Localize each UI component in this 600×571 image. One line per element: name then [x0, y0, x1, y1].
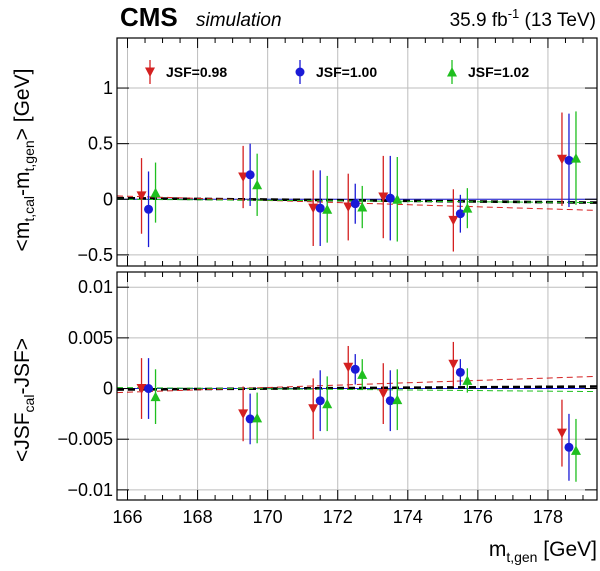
data-point	[252, 412, 263, 423]
y-tick-label: −0.5	[77, 245, 113, 265]
data-point	[385, 193, 395, 203]
luminosity-label: 35.9 fb-1 (13 TeV)	[450, 6, 596, 31]
legend-marker	[447, 67, 457, 77]
data-point	[238, 409, 249, 419]
y-tick-label: 0	[103, 379, 113, 399]
x-tick-label: 166	[112, 507, 142, 527]
legend-label: JSF=1.00	[316, 64, 377, 80]
data-point	[144, 384, 154, 394]
legend-item: JSF=1.02	[447, 60, 529, 84]
top-series-1	[136, 112, 567, 252]
data-point	[238, 172, 249, 183]
data-point	[322, 204, 333, 214]
top-y-axis-title: <mt,cal-mt,gen> [GeV]	[11, 69, 37, 252]
data-point	[357, 202, 368, 212]
x-tick-label: 168	[183, 507, 213, 527]
data-point	[455, 209, 465, 219]
y-tick-label: 0.01	[78, 277, 113, 297]
data-point	[322, 398, 333, 409]
bottom-panel: 166 168 170 172 174 176 178 −0.01 −0.005 0 0.005 0.…	[57, 271, 598, 527]
bottom-frame	[116, 271, 598, 501]
data-point	[343, 202, 354, 213]
y-tick-label: −0.005	[57, 429, 113, 449]
y-tick-label: 1	[103, 78, 113, 98]
data-point	[564, 442, 574, 452]
data-point	[556, 428, 567, 439]
data-point	[150, 391, 161, 402]
data-point	[350, 364, 360, 374]
x-tick-label: 176	[463, 507, 493, 527]
data-point	[564, 155, 574, 165]
bottom-grid	[117, 272, 597, 500]
legend-label: JSF=1.02	[468, 64, 529, 80]
y-tick-label: −0.01	[67, 480, 113, 500]
data-point	[392, 394, 403, 405]
data-point	[245, 170, 255, 180]
bottom-y-axis-title: <JSFcal-JSF>	[11, 338, 37, 462]
data-point	[150, 187, 161, 198]
data-point	[570, 445, 581, 455]
data-point	[144, 204, 154, 214]
bottom-series-2	[144, 354, 574, 481]
data-point	[357, 369, 368, 379]
data-point	[462, 375, 473, 385]
x-tick-label: 170	[253, 507, 283, 527]
x-tick-label: 178	[533, 507, 563, 527]
experiment-label: CMS	[120, 2, 178, 32]
data-point	[570, 153, 581, 163]
data-point	[448, 215, 459, 226]
data-point	[308, 203, 319, 214]
data-point	[136, 384, 147, 394]
legend-item: JSF=1.00	[295, 60, 377, 84]
data-point	[252, 179, 263, 190]
legend-label: JSF=0.98	[166, 64, 227, 80]
data-point	[556, 154, 567, 165]
data-point	[378, 192, 389, 203]
bottom-fit-line-1	[116, 375, 598, 394]
data-point	[343, 362, 354, 373]
data-point	[315, 203, 325, 213]
legend: JSF=0.98 JSF=1.00 JSF=1.02	[145, 60, 529, 84]
top-series-2	[144, 113, 574, 248]
data-point	[136, 191, 147, 201]
simulation-label: simulation	[196, 10, 282, 31]
x-tick-label: 174	[393, 507, 423, 527]
top-series-3	[150, 111, 581, 243]
x-axis-title: mt,gen [GeV]	[489, 538, 597, 565]
data-point	[308, 404, 319, 414]
top-frame	[116, 37, 598, 267]
bottom-series-3	[150, 359, 581, 482]
data-point	[448, 359, 459, 370]
data-point	[350, 199, 360, 209]
data-point	[462, 203, 473, 213]
x-tick-label: 172	[323, 507, 353, 527]
data-point	[385, 396, 395, 406]
data-point	[455, 367, 465, 377]
legend-marker	[295, 67, 305, 77]
data-point	[245, 414, 255, 424]
data-point	[378, 389, 389, 399]
legend-item: JSF=0.98	[145, 60, 227, 84]
legend-marker	[145, 67, 155, 77]
y-tick-label: 0.005	[68, 328, 113, 348]
bottom-series-1	[136, 341, 567, 467]
y-tick-label: 0.5	[88, 134, 113, 154]
bottom-fit-line-0	[116, 385, 598, 391]
y-tick-label: 0	[103, 189, 113, 209]
top-panel: −0.5 0 0.5 1	[77, 37, 598, 267]
data-point	[392, 194, 403, 204]
data-point	[315, 396, 325, 406]
bottom-fit-line-2	[116, 387, 598, 393]
